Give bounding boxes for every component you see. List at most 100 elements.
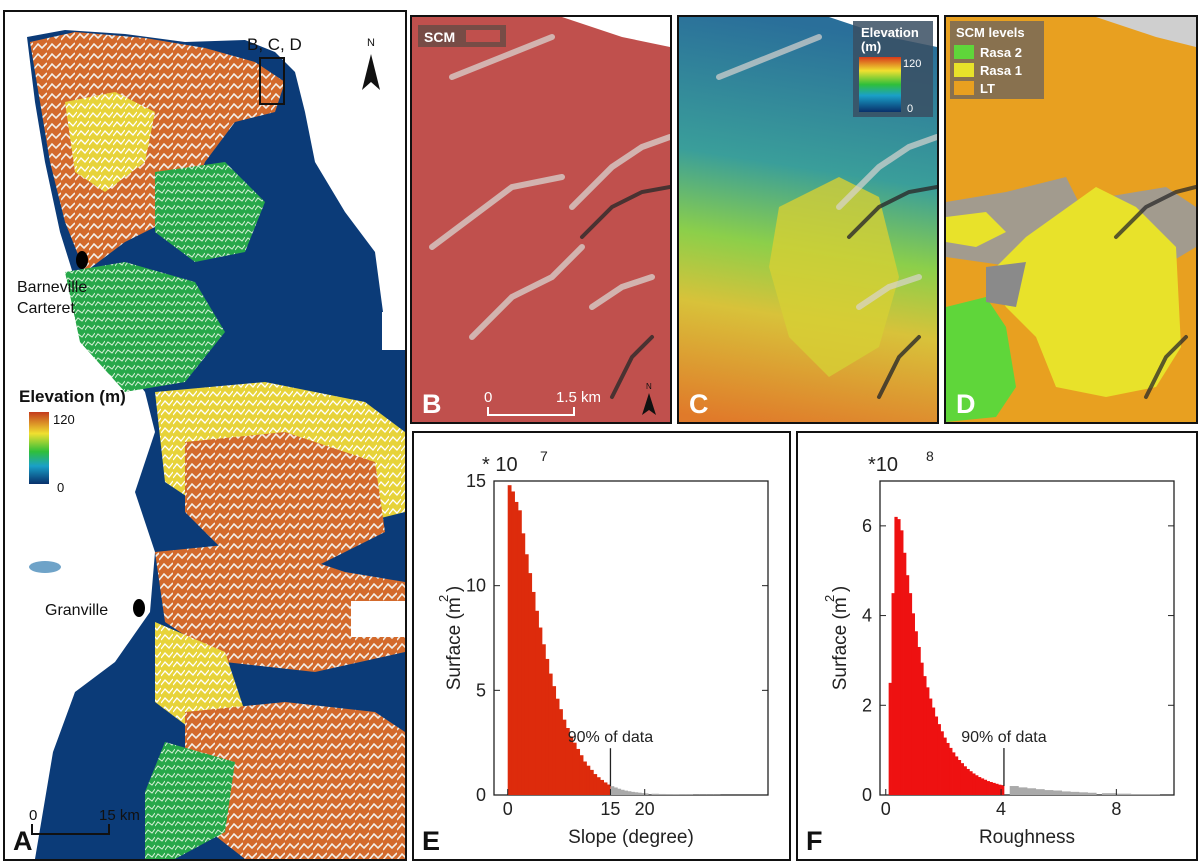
histogram-bar (517, 510, 522, 795)
histogram-bar (1052, 790, 1062, 795)
elevation-legend-title-c2: (m) (861, 39, 881, 54)
axis-multiplier-exponent: 8 (926, 448, 934, 464)
y-axis-label-exponent: 2 (436, 595, 451, 602)
histogram-bar (607, 784, 611, 795)
histogram-bar (1009, 786, 1019, 795)
scm-legend-label: SCM (424, 29, 455, 45)
town-granville: Granville (45, 602, 108, 619)
histogram-bar (995, 783, 999, 795)
histogram-bar (894, 516, 898, 795)
histogram-bar (545, 658, 550, 795)
panel-d-scm-levels: SCM levels Rasa 2 Rasa 1 LT D (944, 15, 1198, 424)
histogram-bar (1070, 791, 1080, 795)
x-tick-label: 15 (600, 799, 620, 819)
histogram-bar (672, 794, 680, 795)
histogram-bar (897, 519, 901, 795)
granville-marker (133, 599, 145, 617)
histogram-bar (562, 719, 567, 795)
panel-e-slope-histogram: 0 15 20 0 5 10 15 * 10 7 Surface (m ) 2 Slope (degr… (412, 431, 791, 861)
elevation-legend-max-c: 120 (903, 58, 921, 70)
elevation-legend-title-c1: Elevation (861, 25, 919, 40)
histogram-bar (1018, 787, 1028, 795)
panel-letter-f: F (806, 826, 823, 856)
north-label-b: N (646, 382, 652, 391)
histogram-bar (903, 552, 907, 795)
histogram-bar (952, 752, 956, 795)
histogram-bar (969, 771, 973, 795)
histogram-bar (1078, 792, 1088, 795)
panel-letter-d: D (956, 389, 976, 419)
histogram-bar (905, 575, 910, 795)
panel-letter-b: B (422, 389, 442, 419)
histogram-bar (586, 765, 591, 795)
histogram-bar (565, 728, 570, 795)
histogram-bar (627, 791, 632, 795)
histogram-bar (989, 781, 993, 795)
elevation-map-svg: B, C, D N Barneville Carteret Granville … (17, 30, 405, 859)
y-tick-label: 0 (476, 785, 486, 805)
inset-label: B, C, D (247, 35, 302, 54)
histogram-bar (541, 644, 546, 795)
histogram-bar (949, 747, 953, 795)
histogram-bar (966, 768, 970, 795)
histogram-bar (931, 707, 936, 795)
histogram-bar (1035, 789, 1045, 795)
scm-level-label: Rasa 2 (980, 45, 1022, 60)
histogram-bar (576, 748, 581, 795)
y-tick-label: 10 (466, 576, 486, 596)
scale-distance-b: 1.5 km (556, 389, 601, 406)
x-tick-label: 0 (881, 799, 891, 819)
histogram-bar (600, 779, 604, 795)
x-axis-label: Roughness (979, 827, 1075, 848)
histogram-bar (531, 591, 536, 795)
histogram-bar (980, 778, 985, 795)
histogram-bar (514, 501, 519, 795)
elevation-legend-min-c: 0 (907, 103, 913, 115)
histogram-bar (579, 755, 584, 795)
histogram-bar (610, 786, 615, 795)
histogram-bar (963, 766, 967, 795)
histogram-bar (1116, 793, 1132, 795)
histogram-bar (651, 793, 659, 795)
panel-b-svg: SCM 0 1.5 km N (412, 17, 670, 422)
north-arrow-icon (362, 54, 380, 90)
histogram-bar (665, 794, 673, 795)
histogram-bar (891, 593, 895, 795)
x-axis-label: Slope (degree) (568, 827, 694, 848)
y-tick-label: 15 (466, 471, 486, 491)
histogram-bar (946, 742, 950, 795)
histogram-bar (888, 682, 892, 795)
scm-level-swatch (954, 63, 974, 77)
inset-box (259, 57, 285, 105)
y-axis-label: Surface (m ) (444, 586, 465, 691)
scale-bar (31, 824, 110, 835)
x-tick-label: 20 (635, 799, 655, 819)
axis-multiplier: *10 (868, 454, 898, 476)
histogram-bar (960, 763, 964, 795)
scm-level-swatch (954, 81, 974, 95)
histogram-bar (538, 627, 543, 795)
histogram-bar (957, 760, 962, 795)
histogram-bar (524, 554, 529, 795)
histogram-bar (1027, 788, 1037, 795)
panel-b-scm-map: SCM 0 1.5 km N B (410, 15, 672, 424)
histogram-bar (1044, 790, 1054, 795)
scale-distance: 15 km (99, 807, 140, 824)
histogram-bar (923, 676, 927, 795)
histogram-bar (641, 793, 646, 795)
panel-letter-e: E (422, 826, 441, 856)
y-tick-label: 6 (862, 516, 872, 536)
y-axis-label-exponent: 2 (822, 595, 837, 602)
y-tick-label: 2 (862, 695, 872, 715)
scm-level-label: LT (980, 81, 995, 96)
elevation-legend-min: 0 (57, 480, 64, 495)
histogram-bar (507, 485, 512, 795)
histogram-bar (978, 777, 982, 795)
histogram-bar (934, 716, 939, 795)
panel-f-roughness-histogram: 0 4 8 0 2 4 6 *10 8 Surface (m ) 2 Roughness 90% of … (796, 431, 1198, 861)
scm-level-swatch (954, 45, 974, 59)
histogram-bar (617, 788, 622, 795)
land-mass (27, 30, 405, 859)
histogram-bar (1101, 793, 1117, 795)
